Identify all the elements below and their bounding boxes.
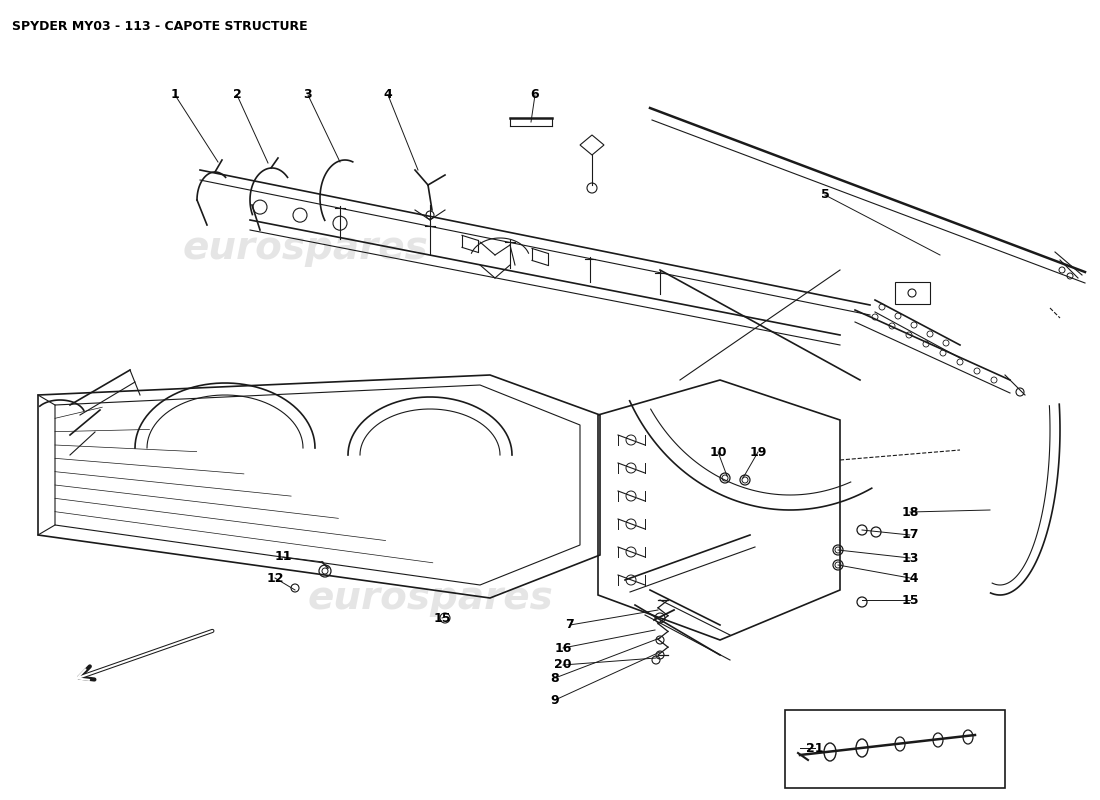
- Text: 14: 14: [901, 571, 918, 585]
- Text: 17: 17: [901, 529, 918, 542]
- Text: 15: 15: [901, 594, 918, 606]
- FancyBboxPatch shape: [785, 710, 1005, 788]
- Text: 2: 2: [232, 89, 241, 102]
- Text: 1: 1: [170, 89, 179, 102]
- Text: eurospares: eurospares: [183, 229, 428, 267]
- Text: eurospares: eurospares: [307, 579, 553, 617]
- Text: 12: 12: [266, 571, 284, 585]
- Text: 18: 18: [901, 506, 918, 518]
- Bar: [895, 282, 930, 304]
- Text: 7: 7: [565, 618, 574, 631]
- Text: 8: 8: [551, 671, 559, 685]
- Text: SPYDER MY03 - 113 - CAPOTE STRUCTURE: SPYDER MY03 - 113 - CAPOTE STRUCTURE: [12, 20, 308, 33]
- Text: 5: 5: [821, 189, 829, 202]
- Text: 16: 16: [554, 642, 572, 654]
- Text: 3: 3: [304, 89, 312, 102]
- Text: 11: 11: [274, 550, 292, 563]
- Text: 20: 20: [554, 658, 572, 671]
- Text: 10: 10: [710, 446, 727, 458]
- Text: 19: 19: [749, 446, 767, 458]
- Text: 13: 13: [901, 551, 918, 565]
- Text: 21: 21: [806, 742, 824, 754]
- Text: 6: 6: [530, 89, 539, 102]
- Text: 15: 15: [433, 611, 451, 625]
- Text: 4: 4: [384, 89, 393, 102]
- Text: 9: 9: [551, 694, 559, 706]
